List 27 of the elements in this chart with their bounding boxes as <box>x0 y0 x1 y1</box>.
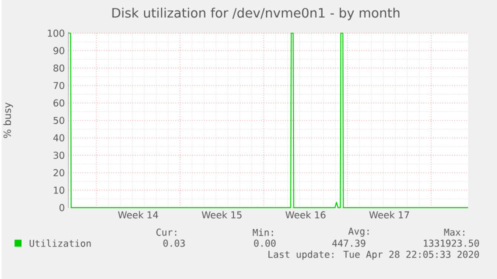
y-tick-label: 70 <box>54 82 64 90</box>
x-tick-label: Week 17 <box>369 211 410 218</box>
y-tick-label: 30 <box>54 152 64 159</box>
y-tick-label: 60 <box>54 99 64 106</box>
text: Cur: <box>156 228 176 236</box>
legend-label: Utilization <box>30 239 91 247</box>
text: 0.03 <box>163 240 185 247</box>
text: Avg: <box>348 228 369 237</box>
y-tick-label: 80 <box>54 64 64 72</box>
text: 447.39 <box>332 240 366 247</box>
text: Max: <box>444 228 464 236</box>
x-tick-label: Week 14 <box>118 211 158 218</box>
y-tick-label: 20 <box>54 169 64 176</box>
text: 1331923.50 <box>424 240 479 247</box>
x-tick-label: Week 16 <box>286 211 326 218</box>
y-tick-label: 90 <box>53 47 64 54</box>
y-tick-label: 50 <box>54 116 64 124</box>
x-tick-label: Week 15 <box>202 211 242 218</box>
chart-title: Disk utilization for /dev/nvme0n1 - by month <box>112 8 400 20</box>
text: Min: <box>252 228 273 236</box>
y-axis-title: % busy <box>3 102 13 138</box>
text: Last update: Tue Apr 28 22:05:33 2020 <box>268 250 479 260</box>
y-tick-label: 40 <box>53 134 64 142</box>
y-tick-label: 10 <box>54 186 64 194</box>
text: 0.00 <box>254 240 276 247</box>
y-tick-label: 0 <box>60 204 64 212</box>
y-tick-label: 100 <box>48 30 64 37</box>
